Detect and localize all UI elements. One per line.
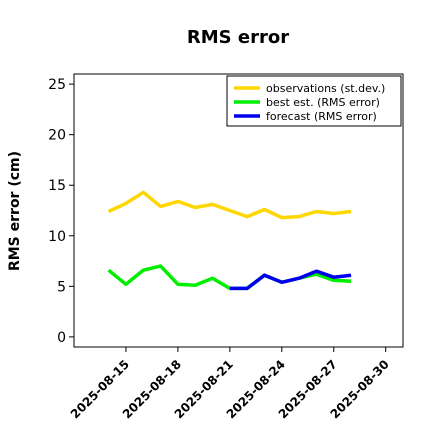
y-tick-label: 25	[48, 77, 66, 93]
y-tick-label: 0	[57, 330, 66, 346]
legend: observations (st.dev.)best est. (RMS err…	[226, 75, 402, 127]
series-layer	[107, 190, 352, 291]
axis-layer: 05101520252025-08-152025-08-182025-08-21…	[48, 77, 392, 421]
y-tick-label: 10	[48, 229, 66, 245]
legend-label: observations (st.dev.)	[266, 82, 385, 95]
y-axis-label: RMS error (cm)	[7, 151, 23, 271]
y-tick-label: 20	[48, 128, 66, 144]
series-line-3	[229, 269, 352, 291]
series-line-1	[107, 190, 352, 220]
y-tick-label: 15	[48, 178, 66, 194]
plot-frame	[73, 73, 404, 348]
chart-title: RMS error	[187, 27, 289, 48]
y-tick-label: 5	[57, 279, 66, 295]
series-line-2	[107, 264, 352, 291]
legend-label: forecast (RMS error)	[266, 110, 377, 123]
legend-label: best est. (RMS error)	[266, 96, 380, 109]
